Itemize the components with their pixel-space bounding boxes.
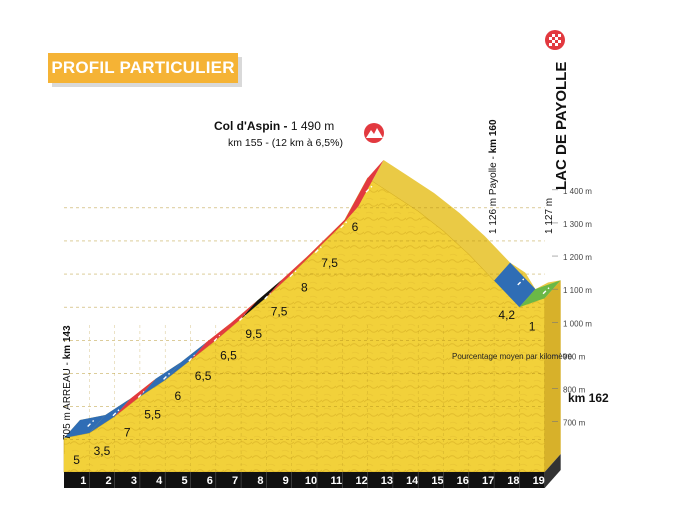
grade-label: 3,5 xyxy=(94,444,111,458)
finish-flag-icon xyxy=(545,30,565,50)
grade-segment xyxy=(165,342,207,381)
grade-label: 7,5 xyxy=(271,305,288,319)
labels-layer: 700 m 800 m 900 m 1 000 m 1 100 m 1 200 m 1 30… xyxy=(62,30,609,440)
grade-segment xyxy=(190,322,232,361)
start-km: km 143 xyxy=(62,325,73,359)
km-tick-label: 8 xyxy=(257,475,263,487)
note-text: Pourcentage moyen par kilomètre xyxy=(452,352,573,361)
grade-label: 8 xyxy=(301,281,308,295)
terrain-side-face xyxy=(544,280,561,472)
badge-label: PROFIL PARTICULIER xyxy=(51,58,235,77)
km-tick-label: 4 xyxy=(156,475,163,487)
start-town: ARREAU xyxy=(62,368,73,410)
mountain-summit-icon xyxy=(364,123,384,143)
svg-text:Col d'Aspin - 1 490 m: Col d'Aspin - 1 490 m xyxy=(214,119,334,133)
terrain-body xyxy=(63,177,546,473)
svg-text:705 m ARREAU - km 143: 705 m ARREAU - km 143 xyxy=(62,325,73,440)
svg-text:1 126 m Payolle - km 160: 1 126 m Payolle - km 160 xyxy=(488,119,499,234)
grade-segment xyxy=(139,362,182,397)
km-band-cap xyxy=(64,454,80,472)
terrain-layer xyxy=(63,160,561,473)
profile-badge: PROFIL PARTICULIER xyxy=(48,53,238,83)
waypoint-town: Payolle xyxy=(488,162,499,195)
grade-segment xyxy=(266,256,308,298)
grade-segment xyxy=(114,378,156,417)
grade-segment xyxy=(494,262,536,308)
km-tick-label: 14 xyxy=(406,475,419,487)
km-tick-label: 11 xyxy=(330,475,342,487)
grade-colored-edge xyxy=(64,160,561,438)
y-axis: 700 m 800 m 900 m 1 000 m 1 100 m 1 200 m 1 30… xyxy=(552,187,592,428)
y-tick-label: 700 m xyxy=(563,419,586,428)
grade-segment xyxy=(291,231,333,275)
grade-dash xyxy=(340,221,348,229)
grade-label: 1 xyxy=(529,320,536,334)
grade-dash xyxy=(137,391,145,399)
start-altitude: 705 m xyxy=(62,412,73,440)
km-tick-label: 19 xyxy=(533,475,545,487)
grade-segment xyxy=(519,280,561,308)
grade-label: 5,5 xyxy=(144,407,161,421)
grade-label: 6 xyxy=(175,389,182,403)
km-band: 1 2 3 4 5 6 7 8 9 10 11 12 13 14 15 16 17 18 1953,575,566,… xyxy=(64,220,561,488)
y-tick-label: 800 m xyxy=(563,386,586,395)
y-tick-label: 1 100 m xyxy=(563,286,592,295)
summit-altitude: 1 490 m xyxy=(291,119,334,133)
km-band-side xyxy=(544,454,561,488)
grade-segment xyxy=(342,160,384,225)
grade-dash xyxy=(314,246,322,254)
grade-dash xyxy=(213,334,221,342)
waypoint-altitude: 1 126 m xyxy=(488,198,499,234)
grade-dash xyxy=(163,372,171,380)
grade-dash xyxy=(87,420,95,428)
grade-dash xyxy=(188,354,196,362)
km-tick-label: 1 xyxy=(80,475,86,487)
summit-name: Col d'Aspin xyxy=(214,119,280,133)
km-tick-label: 9 xyxy=(283,475,289,487)
km-tick-label: 18 xyxy=(507,475,519,487)
km-tick-label: 5 xyxy=(181,475,187,487)
km-tick-label: 13 xyxy=(381,475,393,487)
km-tick-label: 16 xyxy=(457,475,469,487)
grid-layer xyxy=(64,207,545,472)
grade-segment xyxy=(215,300,258,341)
grade-segment xyxy=(89,398,131,434)
grade-dash xyxy=(112,409,120,417)
summit-detail: km 155 - (12 km à 6,5%) xyxy=(228,137,343,149)
grade-segment xyxy=(64,415,106,438)
summit-separator: - xyxy=(280,119,291,133)
grade-dash xyxy=(365,185,373,193)
km-tick-label: 7 xyxy=(232,475,238,487)
finish-km: km 162 xyxy=(568,391,609,405)
km-tick-label: 10 xyxy=(305,475,317,487)
grade-label: 4,2 xyxy=(498,308,515,322)
km-tick-label: 6 xyxy=(207,475,213,487)
grade-label: 7,5 xyxy=(321,256,338,270)
km-tick-label: 15 xyxy=(431,475,443,487)
grade-label: 9,5 xyxy=(245,327,262,341)
y-tick-label: 1 400 m xyxy=(563,187,592,196)
grade-dash xyxy=(542,287,550,295)
km-tick-label: 2 xyxy=(106,475,112,487)
grade-label: 6 xyxy=(352,220,359,234)
km-tick-label: 17 xyxy=(482,475,494,487)
grade-dash xyxy=(517,278,525,286)
km-tick-label: 12 xyxy=(355,475,367,487)
grade-label: 6,5 xyxy=(220,349,237,363)
y-tick-label: 1 300 m xyxy=(563,220,592,229)
y-tick-label: 1 200 m xyxy=(563,253,592,262)
finish-altitude: 1 127 m xyxy=(544,198,555,234)
waypoint-km: km 160 xyxy=(488,119,499,153)
y-tick-label: 1 000 m xyxy=(563,319,592,328)
grade-label: 7 xyxy=(124,426,131,440)
grade-segment xyxy=(241,279,283,319)
grade-dash xyxy=(289,270,297,278)
grade-label: 6,5 xyxy=(195,369,212,383)
grade-label: 5 xyxy=(73,453,80,467)
finish-name: LAC DE PAYOLLE xyxy=(553,62,570,190)
km-tick-label: 3 xyxy=(131,475,137,487)
y-tick-label: 900 m xyxy=(563,352,586,361)
km-band-front xyxy=(64,472,545,488)
